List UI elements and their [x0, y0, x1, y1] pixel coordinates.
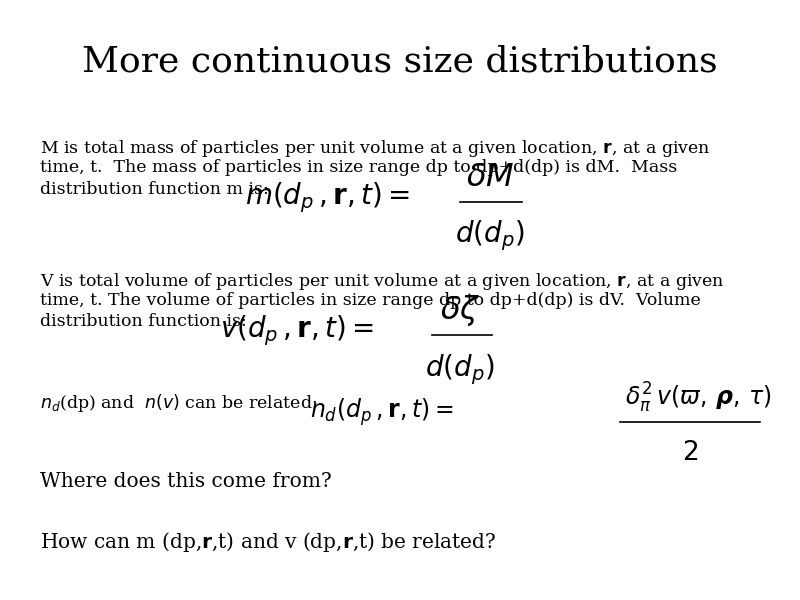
- Text: V is total volume of particles per unit volume at a given location, $\mathbf{r}$: V is total volume of particles per unit …: [40, 271, 725, 292]
- Text: $n_d(d_p\,,\mathbf{r},t) = $: $n_d(d_p\,,\mathbf{r},t) = $: [310, 396, 454, 428]
- Text: $v(d_p\,,\mathbf{r},t) = $: $v(d_p\,,\mathbf{r},t) = $: [220, 314, 374, 348]
- Text: time, t.  The mass of particles in size range dp to dp+d(dp) is dM.  Mass: time, t. The mass of particles in size r…: [40, 159, 678, 176]
- Text: distribution function is:: distribution function is:: [40, 313, 246, 330]
- Text: M is total mass of particles per unit volume at a given location, $\mathbf{r}$, : M is total mass of particles per unit vo…: [40, 138, 710, 159]
- Text: distribution function m is:: distribution function m is:: [40, 181, 269, 198]
- Text: $d(d_p)$: $d(d_p)$: [455, 218, 525, 253]
- Text: $\delta^2_\pi\, v(\varpi,\, \boldsymbol{\rho},\, \tau)$: $\delta^2_\pi\, v(\varpi,\, \boldsymbol{…: [625, 381, 771, 415]
- Text: $\delta M$: $\delta M$: [466, 163, 514, 193]
- Text: time, t. The volume of particles in size range dp to dp+d(dp) is dV.  Volume: time, t. The volume of particles in size…: [40, 292, 701, 309]
- Text: $\delta\zeta$: $\delta\zeta$: [440, 293, 480, 329]
- Text: $d(d_p)$: $d(d_p)$: [426, 352, 494, 386]
- Text: Where does this come from?: Where does this come from?: [40, 472, 332, 491]
- Text: More continuous size distributions: More continuous size distributions: [82, 45, 718, 79]
- Text: $n_d$(dp) and  $n(v)$ can be related:: $n_d$(dp) and $n(v)$ can be related:: [40, 392, 318, 414]
- Text: $m(d_p\,,\mathbf{r},t) = $: $m(d_p\,,\mathbf{r},t) = $: [245, 181, 410, 215]
- Text: $2$: $2$: [682, 440, 698, 465]
- Text: How can m (dp,$\mathbf{r}$,t) and v (dp,$\mathbf{r}$,t) be related?: How can m (dp,$\mathbf{r}$,t) and v (dp,…: [40, 530, 497, 554]
